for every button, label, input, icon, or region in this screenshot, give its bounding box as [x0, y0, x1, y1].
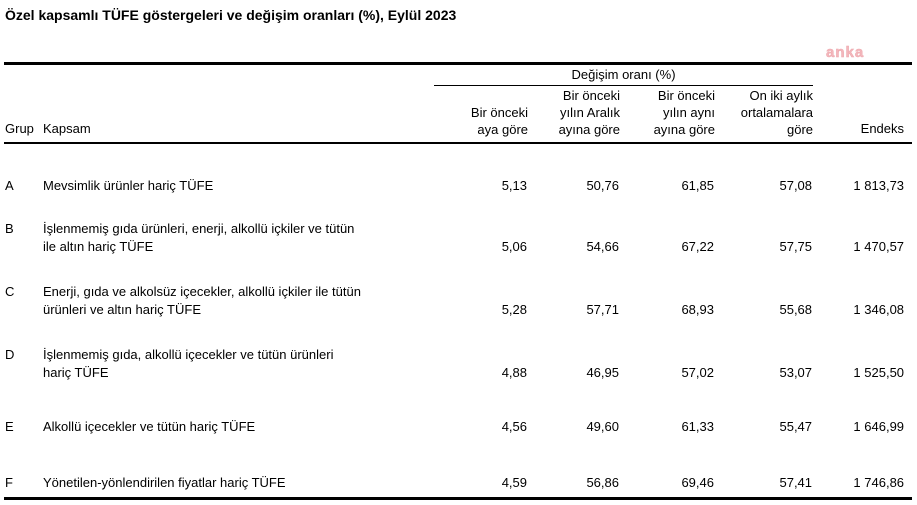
value-year-over-year: 67,22	[681, 239, 714, 254]
value-since-december: 50,76	[586, 178, 619, 193]
row-coverage-label: Mevsimlik ürünler hariç TÜFE	[43, 178, 214, 193]
value-monthly: 4,88	[501, 365, 527, 380]
value-index: 1 470,57	[853, 239, 905, 254]
value-twelve-month-avg: 57,08	[779, 178, 813, 193]
value-index: 1 646,99	[853, 419, 905, 434]
row-coverage-label: Enerji, gıda ve alkolsüz içecekler, alko…	[43, 284, 361, 317]
value-year-over-year: 61,33	[681, 419, 714, 434]
row-coverage-label: İşlenmemiş gıda, alkollü içecekler ve tü…	[43, 347, 334, 380]
column-header-year-over-year: Bir önceki yılın aynı ayına göre	[620, 85, 715, 144]
table-row: C Enerji, gıda ve alkolsüz içecekler, al…	[4, 257, 912, 320]
table-row: F Yönetilen-yönlendirilen fiyatlar hariç…	[4, 437, 912, 499]
column-header-twelve-month-avg: On iki aylık ortalamalara göre	[715, 85, 814, 144]
value-twelve-month-avg: 55,47	[779, 419, 813, 434]
row-group-letter: B	[5, 221, 14, 236]
table-header: Grup Kapsam Değişim oranı (%) Endeks Bir…	[4, 63, 913, 144]
row-coverage-label: Yönetilen-yönlendirilen fiyatlar hariç T…	[43, 475, 286, 490]
table-row: B İşlenmemiş gıda ürünleri, enerji, alko…	[4, 196, 912, 257]
row-group-letter: D	[5, 347, 15, 362]
row-group-letter: F	[5, 475, 13, 490]
row-coverage-label: Alkollü içecekler ve tütün hariç TÜFE	[43, 419, 256, 434]
value-twelve-month-avg: 57,75	[779, 239, 813, 254]
value-index: 1 813,73	[853, 178, 905, 193]
value-monthly: 5,06	[501, 239, 527, 254]
table-row: D İşlenmemiş gıda, alkollü içecekler ve …	[4, 320, 912, 383]
value-year-over-year: 57,02	[681, 365, 714, 380]
value-since-december: 46,95	[586, 365, 619, 380]
table-row: E Alkollü içecekler ve tütün hariç TÜFE …	[4, 383, 912, 437]
column-header-monthly: Bir önceki aya göre	[434, 85, 528, 144]
value-since-december: 56,86	[586, 475, 619, 490]
value-since-december: 57,71	[586, 302, 619, 317]
spanner-row: Grup Kapsam Değişim oranı (%) Endeks	[4, 63, 913, 144]
column-header-index: Endeks	[813, 63, 913, 144]
value-index: 1 346,08	[853, 302, 905, 317]
value-monthly: 5,13	[501, 178, 527, 193]
value-monthly: 4,56	[501, 419, 527, 434]
column-header-row: Bir önceki aya göre Bir önceki yılın Ara…	[4, 85, 912, 144]
value-year-over-year: 69,46	[681, 475, 714, 490]
value-year-over-year: 61,85	[681, 178, 714, 193]
value-monthly: 5,28	[501, 302, 527, 317]
row-group-letter: E	[5, 419, 14, 434]
row-group-letter: C	[5, 284, 15, 299]
value-monthly: 4,59	[501, 475, 527, 490]
value-since-december: 54,66	[586, 239, 619, 254]
value-twelve-month-avg: 53,07	[779, 365, 813, 380]
value-year-over-year: 68,93	[681, 302, 714, 317]
table-body: A Mevsimlik ürünler hariç TÜFE 5,13 50,7…	[4, 143, 912, 499]
value-since-december: 49,60	[586, 419, 619, 434]
row-coverage-label: İşlenmemiş gıda ürünleri, enerji, alkoll…	[43, 221, 355, 254]
column-header-coverage: Kapsam	[42, 63, 434, 144]
value-twelve-month-avg: 55,68	[779, 302, 813, 317]
value-index: 1 525,50	[853, 365, 905, 380]
column-group-header-change-rate: Değişim oranı (%)	[434, 63, 814, 86]
row-group-letter: A	[5, 178, 14, 193]
value-twelve-month-avg: 57,41	[779, 475, 813, 490]
page-title: Özel kapsamlı TÜFE göstergeleri ve değiş…	[5, 7, 457, 23]
anka-watermark-logo: anka	[826, 44, 865, 62]
value-index: 1 746,86	[853, 475, 905, 490]
column-header-since-december: Bir önceki yılın Aralık ayına göre	[528, 85, 620, 144]
table-row: A Mevsimlik ürünler hariç TÜFE 5,13 50,7…	[4, 143, 912, 196]
column-header-group: Grup	[4, 63, 42, 144]
cpi-indicators-table: Grup Kapsam Değişim oranı (%) Endeks Bir…	[4, 62, 913, 500]
